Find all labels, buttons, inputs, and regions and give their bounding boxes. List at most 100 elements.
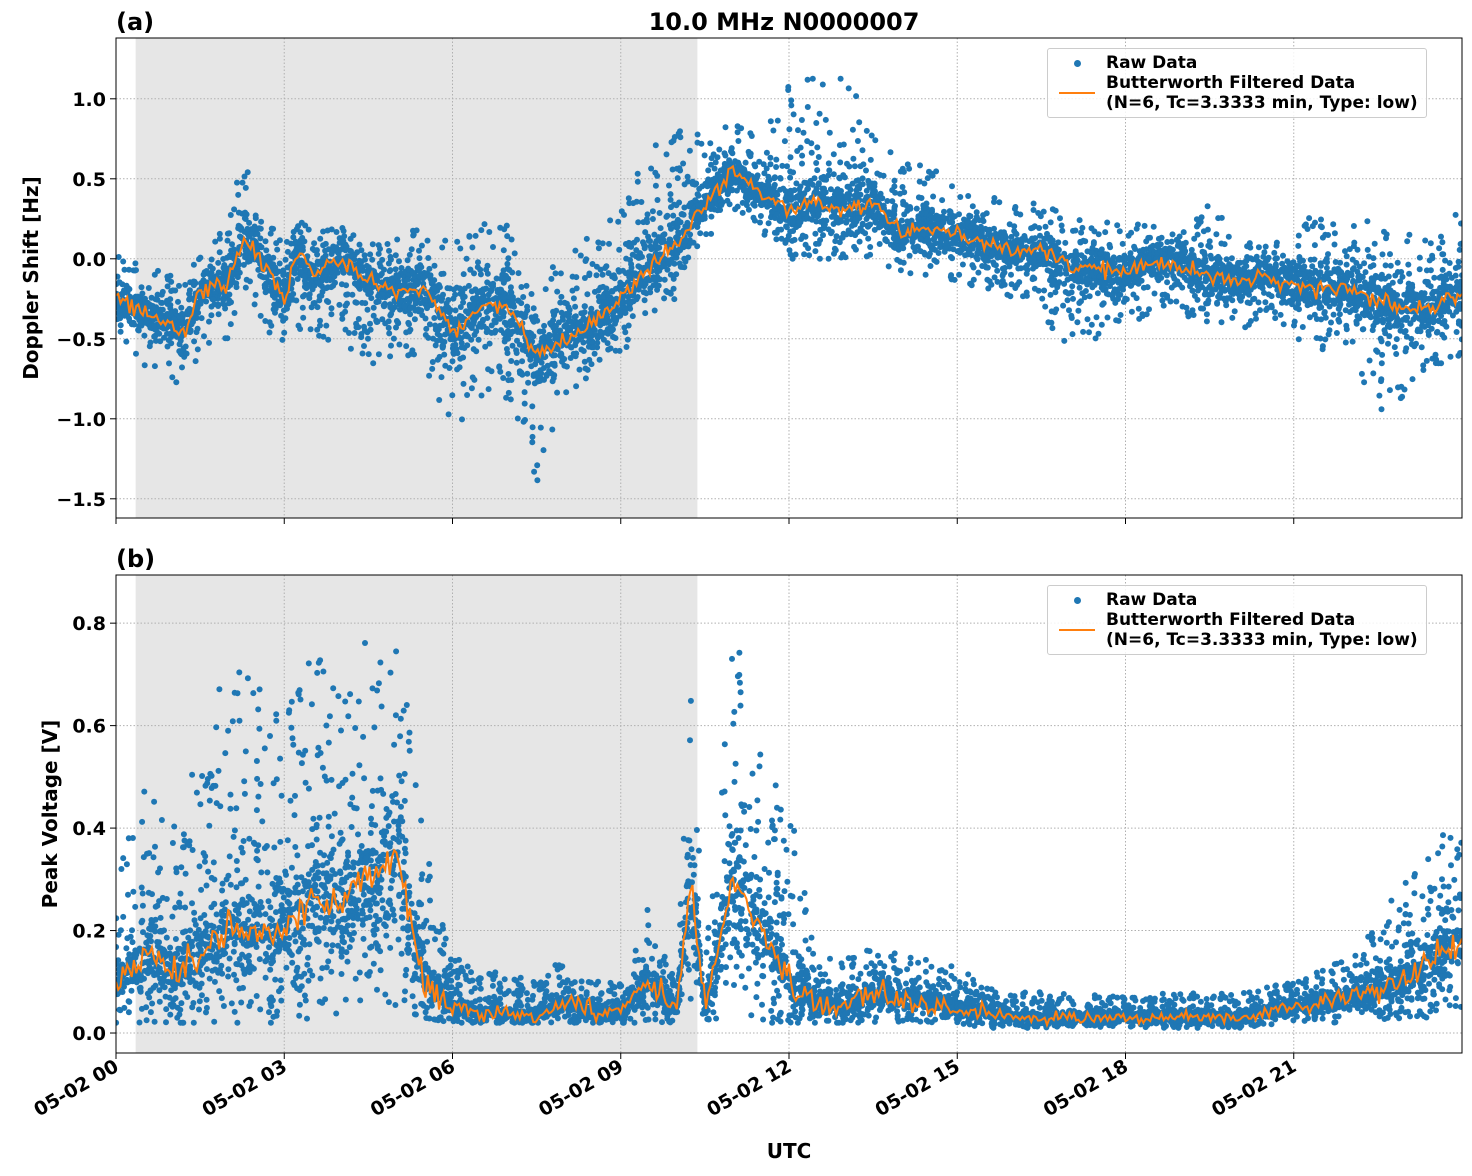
raw-data-point: [812, 248, 818, 254]
raw-data-point: [918, 221, 924, 227]
raw-data-point: [666, 183, 672, 189]
raw-data-point: [431, 315, 437, 321]
raw-data-point: [522, 401, 528, 407]
raw-data-point: [809, 150, 815, 156]
raw-data-point: [356, 258, 362, 264]
raw-data-point: [1128, 230, 1134, 236]
raw-data-point: [1049, 325, 1055, 331]
raw-data-point: [1075, 258, 1081, 264]
raw-data-point: [892, 203, 898, 209]
raw-data-point: [193, 358, 199, 364]
raw-data-point: [1069, 315, 1075, 321]
raw-data-point: [1162, 246, 1168, 252]
raw-data-point: [886, 229, 892, 235]
raw-data-point: [366, 264, 372, 270]
raw-data-point: [812, 231, 818, 237]
raw-data-point: [1136, 306, 1142, 312]
raw-data-point: [234, 284, 240, 290]
raw-data-point: [515, 329, 521, 335]
raw-data-point: [366, 284, 372, 290]
raw-data-point: [1024, 271, 1030, 277]
raw-data-point: [616, 247, 622, 253]
raw-data-point: [956, 211, 962, 217]
raw-data-point: [282, 278, 288, 284]
raw-data-point: [892, 178, 898, 184]
raw-data-point: [369, 257, 375, 263]
raw-data-point: [801, 251, 807, 257]
raw-data-point: [817, 256, 823, 262]
raw-data-point: [919, 210, 925, 216]
raw-data-point: [948, 209, 954, 215]
raw-data-point: [994, 236, 1000, 242]
raw-data-point: [339, 281, 345, 287]
raw-data-point: [424, 305, 430, 311]
raw-data-point: [647, 253, 653, 259]
raw-data-point: [120, 259, 126, 265]
raw-data-point: [446, 411, 452, 417]
raw-data-point: [252, 301, 258, 307]
raw-data-point: [573, 339, 579, 345]
raw-data-point: [853, 93, 859, 99]
raw-data-point: [775, 118, 781, 124]
raw-data-point: [682, 256, 688, 262]
raw-data-point: [247, 255, 253, 261]
raw-data-point: [761, 161, 767, 167]
raw-data-point: [1077, 217, 1083, 223]
raw-data-point: [343, 247, 349, 253]
raw-data-point: [555, 334, 561, 340]
raw-data-point: [677, 168, 683, 174]
raw-data-point: [746, 207, 752, 213]
raw-data-point: [1139, 270, 1145, 276]
raw-data-point: [820, 190, 826, 196]
raw-data-point: [346, 330, 352, 336]
raw-data-point: [702, 152, 708, 158]
raw-data-point: [341, 228, 347, 234]
raw-data-point: [243, 285, 249, 291]
raw-data-point: [173, 379, 179, 385]
raw-data-point: [855, 138, 861, 144]
raw-data-point: [480, 286, 486, 292]
raw-data-point: [787, 169, 793, 175]
raw-data-point: [348, 346, 354, 352]
raw-data-point: [328, 311, 334, 317]
raw-data-point: [469, 304, 475, 310]
raw-data-point: [311, 240, 317, 246]
raw-data-point: [350, 232, 356, 238]
raw-data-point: [650, 216, 656, 222]
raw-data-point: [360, 283, 366, 289]
raw-data-point: [1030, 276, 1036, 282]
raw-data-point: [687, 240, 693, 246]
raw-data-point: [800, 233, 806, 239]
raw-data-point: [407, 305, 413, 311]
raw-data-point: [362, 300, 368, 306]
raw-data-point: [1105, 315, 1111, 321]
raw-data-point: [357, 242, 363, 248]
raw-data-point: [642, 243, 648, 249]
raw-data-point: [371, 313, 377, 319]
raw-data-point: [827, 130, 833, 136]
raw-data-point: [360, 351, 366, 357]
raw-data-point: [272, 265, 278, 271]
raw-data-point: [918, 248, 924, 254]
raw-data-point: [550, 378, 556, 384]
raw-data-point: [1055, 239, 1061, 245]
raw-data-point: [944, 239, 950, 245]
raw-data-point: [451, 287, 457, 293]
raw-data-point: [633, 247, 639, 253]
raw-data-point: [506, 390, 512, 396]
raw-data-point: [773, 164, 779, 170]
raw-data-point: [723, 124, 729, 130]
raw-data-point: [888, 242, 894, 248]
raw-data-point: [166, 360, 172, 366]
raw-data-point: [965, 193, 971, 199]
raw-data-point: [735, 160, 741, 166]
raw-data-point: [1001, 229, 1007, 235]
raw-data-point: [370, 360, 376, 366]
raw-data-point: [543, 286, 549, 292]
raw-data-point: [957, 194, 963, 200]
raw-data-point: [199, 315, 205, 321]
raw-data-point: [226, 297, 232, 303]
raw-data-point: [1095, 290, 1101, 296]
raw-data-point: [1065, 297, 1071, 303]
raw-data-point: [872, 137, 878, 143]
